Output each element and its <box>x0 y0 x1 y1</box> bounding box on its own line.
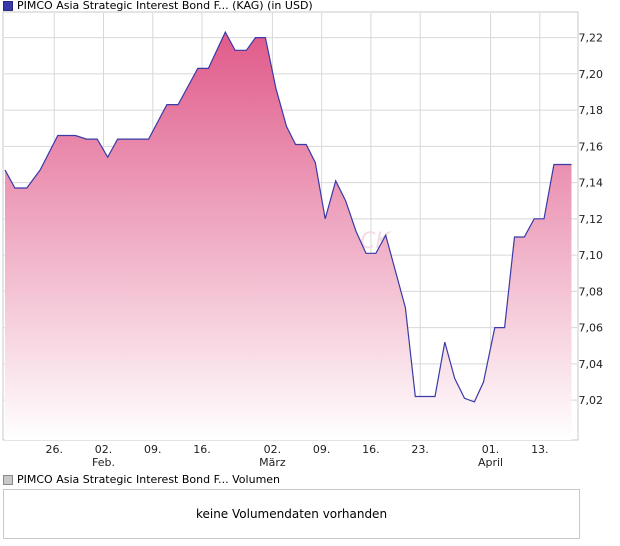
x-tick-label: 26. <box>46 443 64 456</box>
y-tick-label: 7,04 <box>579 358 604 371</box>
y-tick-label: 7,08 <box>579 285 604 298</box>
y-tick-label: 7,12 <box>579 213 604 226</box>
y-tick-label: 7,10 <box>579 249 604 262</box>
x-tick-label: 23. <box>411 443 429 456</box>
y-tick-label: 7,16 <box>579 140 604 153</box>
y-tick-label: 7,02 <box>579 394 604 407</box>
y-tick-label: 7,22 <box>579 32 604 45</box>
x-tick-label: 02. <box>264 443 282 456</box>
y-tick-label: 7,20 <box>579 68 604 81</box>
y-tick-label: 7,06 <box>579 322 604 335</box>
y-tick-label: 7,18 <box>579 104 604 117</box>
price-legend-label: PIMCO Asia Strategic Interest Bond F... … <box>17 0 313 12</box>
x-tick-label: 16. <box>193 443 211 456</box>
volume-legend-swatch <box>3 475 13 485</box>
y-tick-label: 7,14 <box>579 177 604 190</box>
y-axis-labels: 7,02 7,04 7,06 7,08 7,10 7,12 7,14 7,16 7,18 7,20… <box>579 32 604 408</box>
price-area-fill <box>5 32 572 440</box>
x-month-label: April <box>478 456 503 469</box>
x-tick-label: 01. <box>482 443 500 456</box>
x-tick-label: 02. <box>95 443 113 456</box>
x-tick-label: 16. <box>362 443 380 456</box>
x-month-label: März <box>259 456 286 469</box>
price-line <box>4 30 572 403</box>
price-legend: PIMCO Asia Strategic Interest Bond F... … <box>3 0 313 12</box>
x-tick-label: 09. <box>313 443 331 456</box>
x-tick-label: 13. <box>531 443 549 456</box>
x-month-label: Feb. <box>92 456 115 469</box>
volume-legend: PIMCO Asia Strategic Interest Bond F... … <box>3 474 280 486</box>
x-tick-label: 09. <box>144 443 162 456</box>
no-volume-message: keine Volumendaten vorhanden <box>195 507 388 521</box>
volume-panel: keine Volumendaten vorhanden <box>3 489 580 539</box>
volume-legend-label: PIMCO Asia Strategic Interest Bond F... … <box>17 473 281 486</box>
price-legend-swatch <box>3 1 13 11</box>
